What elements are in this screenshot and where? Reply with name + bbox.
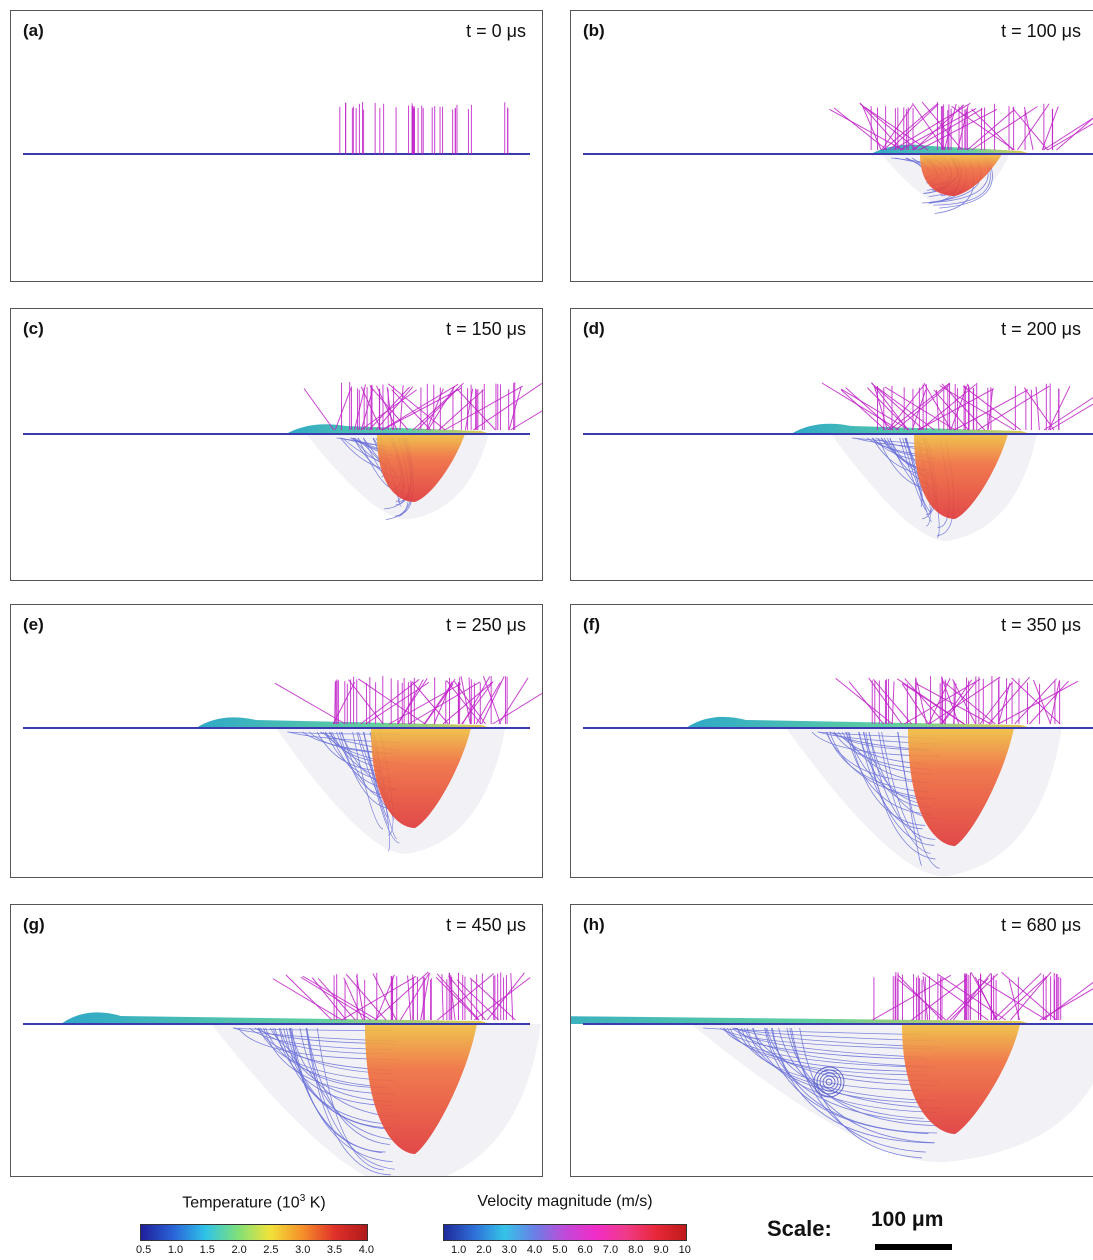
scale-value: 100 μm [871, 1208, 944, 1231]
velocity-legend-title: Velocity magnitude (m/s) [477, 1193, 653, 1210]
panel-h: (h) t = 680 μs [570, 904, 1093, 1177]
panel-g: (g) t = 450 μs [10, 904, 543, 1177]
panel-c-drawing [23, 382, 542, 520]
panel-label: (d) [583, 319, 605, 338]
panel-e: (e) t = 250 μs [10, 604, 543, 878]
panel-time: t = 350 μs [1001, 615, 1081, 635]
tick-label: 5.0 [552, 1244, 568, 1256]
tick-label: 10 [678, 1244, 691, 1256]
tick-label: 1.0 [167, 1244, 184, 1256]
tick-label: 0.5 [136, 1244, 152, 1256]
panel-b: (b) t = 100 μs [570, 10, 1093, 282]
tick-label: 2.5 [263, 1244, 279, 1256]
panel-label: (g) [23, 915, 45, 934]
tick-label: 1.5 [199, 1244, 215, 1256]
panel-a: (a) t = 0 μs [10, 10, 543, 282]
panel-f-drawing [583, 676, 1093, 877]
tick-label: 4.0 [526, 1244, 543, 1256]
temperature-tick-labels: 0.5 1.0 1.5 2.0 2.5 3.0 3.5 4.0 [136, 1244, 374, 1256]
panel-b-drawing [583, 101, 1093, 214]
tick-label: 1.0 [451, 1244, 467, 1256]
panel-label: (b) [583, 21, 605, 40]
tick-label: 3.0 [295, 1244, 311, 1256]
tick-label: 6.0 [577, 1244, 593, 1256]
panel-d: (d) t = 200 μs [570, 308, 1093, 581]
temperature-legend-title: Temperature (103 K) [182, 1193, 326, 1212]
panel-h-drawing [571, 971, 1093, 1163]
panel-a-drawing [23, 102, 530, 155]
panel-label: (e) [23, 615, 44, 634]
scale-bar [875, 1244, 952, 1250]
tick-label: 7.0 [602, 1244, 619, 1256]
tick-label: 3.5 [326, 1244, 343, 1256]
tick-label: 3.0 [501, 1244, 517, 1256]
tick-label: 2.0 [231, 1244, 247, 1256]
velocity-tick-labels: 1.0 2.0 3.0 4.0 5.0 6.0 7.0 8.0 9.0 10 [451, 1244, 691, 1256]
panel-label: (h) [583, 915, 605, 934]
panel-time: t = 0 μs [466, 21, 526, 41]
scale-label: Scale: [767, 1216, 832, 1241]
panel-time: t = 100 μs [1001, 21, 1081, 41]
panel-label: (a) [23, 21, 44, 40]
tick-label: 9.0 [653, 1244, 669, 1256]
panel-time: t = 450 μs [446, 915, 526, 935]
panel-label: (f) [583, 615, 600, 634]
panel-time: t = 680 μs [1001, 915, 1081, 935]
panel-c: (c) t = 150 μs [10, 308, 543, 581]
panel-g-drawing [23, 971, 541, 1176]
panel-time: t = 150 μs [446, 319, 526, 339]
panel-label: (c) [23, 319, 44, 338]
panel-time: t = 200 μs [1001, 319, 1081, 339]
temperature-colorbar [140, 1224, 368, 1241]
velocity-colorbar [443, 1224, 687, 1241]
panel-e-drawing [23, 676, 542, 854]
panel-d-drawing [583, 382, 1093, 541]
tick-label: 8.0 [628, 1244, 644, 1256]
panel-f: (f) t = 350 μs [570, 604, 1093, 878]
panel-time: t = 250 μs [446, 615, 526, 635]
tick-label: 2.0 [476, 1244, 492, 1256]
tick-label: 4.0 [358, 1244, 374, 1256]
